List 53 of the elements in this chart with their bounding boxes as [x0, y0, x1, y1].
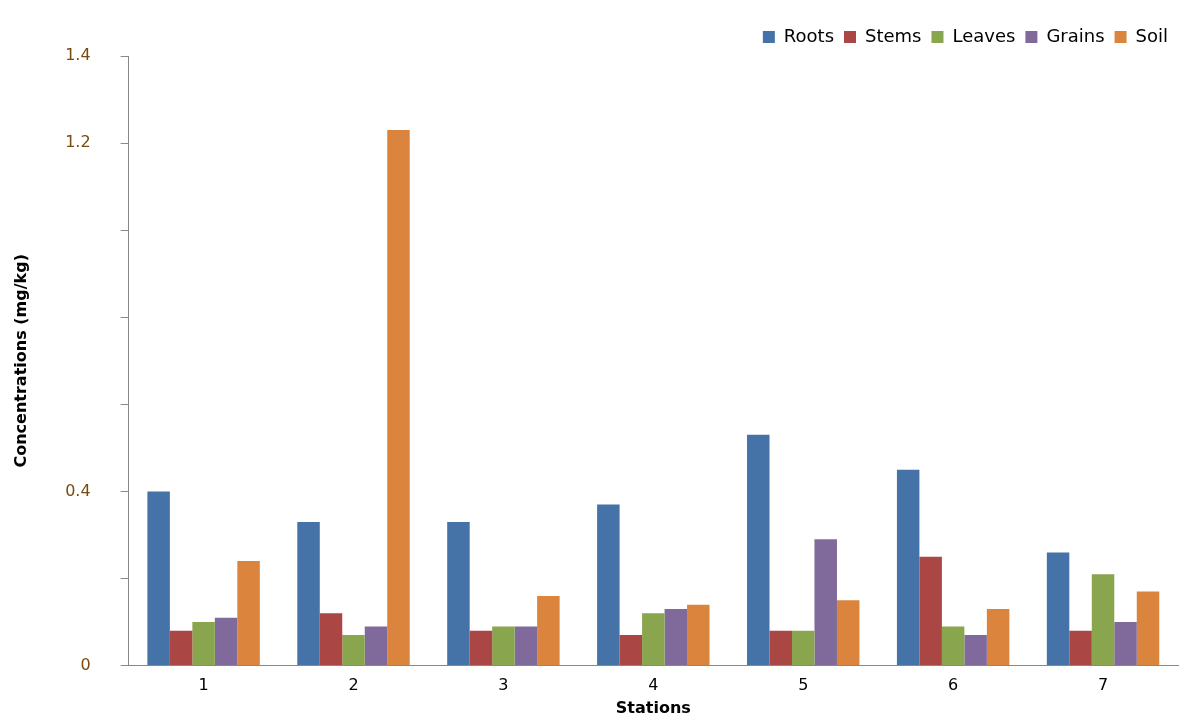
- legend-label: Grains: [1046, 24, 1105, 46]
- x-axis-title: Stations: [615, 697, 691, 717]
- bar: [1136, 591, 1160, 666]
- legend-label: Stems: [865, 24, 922, 46]
- bar: [342, 635, 365, 666]
- legend-label: Roots: [783, 24, 835, 46]
- bar: [192, 622, 215, 666]
- x-tick-label: 4: [648, 675, 659, 695]
- x-tick-label: 7: [1097, 675, 1109, 695]
- legend-label: Soil: [1135, 24, 1169, 46]
- bar: [941, 626, 965, 666]
- bar: [986, 608, 1010, 666]
- bar: [769, 630, 792, 666]
- y-tick-label: 0: [80, 654, 91, 674]
- bar: [469, 630, 493, 666]
- y-tick-label: 1.4: [65, 45, 91, 65]
- bar: [169, 630, 193, 666]
- x-tick-label: 6: [948, 675, 959, 695]
- bar: [492, 626, 515, 666]
- y-tick-label: 0.4: [65, 480, 91, 500]
- x-tick-label: 5: [798, 675, 809, 695]
- bar: [836, 600, 860, 666]
- x-tick-label: 2: [348, 675, 359, 695]
- bar: [642, 613, 665, 666]
- bar: [619, 635, 643, 666]
- bar: [687, 604, 710, 666]
- bar: [1046, 552, 1070, 666]
- bar: [147, 491, 170, 666]
- bar: [297, 521, 320, 666]
- bar: [1069, 630, 1092, 666]
- legend-label: Leaves: [952, 24, 1016, 46]
- bar: [237, 561, 260, 666]
- y-axis-title: Concentrations (mg/kg): [10, 254, 30, 468]
- y-tick-label: 1.2: [65, 132, 91, 152]
- bar: [364, 626, 388, 666]
- bar: [537, 595, 560, 666]
- bar: [1114, 622, 1137, 666]
- bar: [514, 626, 538, 666]
- bar: [447, 521, 470, 666]
- bar: [747, 434, 770, 666]
- bar: [896, 469, 920, 666]
- bar: [1091, 574, 1115, 666]
- bar: [319, 613, 343, 666]
- bar: [597, 504, 620, 666]
- x-tick-label: 1: [198, 675, 209, 695]
- bar: [387, 130, 410, 666]
- bar: [919, 556, 942, 666]
- x-tick-label: 3: [498, 675, 509, 695]
- bar: [664, 608, 688, 666]
- bar: [214, 617, 238, 666]
- bar: [791, 630, 815, 666]
- bar: [964, 635, 987, 666]
- bar: [814, 539, 837, 666]
